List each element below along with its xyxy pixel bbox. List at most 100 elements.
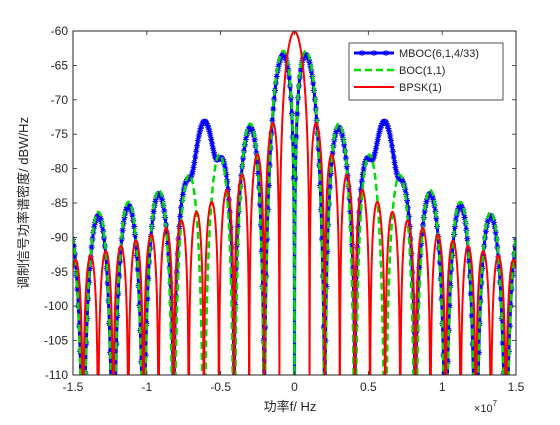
series-marker — [359, 171, 366, 178]
series-marker — [163, 230, 170, 237]
series-marker — [179, 191, 186, 198]
x-exponent-base: ×10 — [474, 403, 493, 415]
series-marker — [372, 149, 379, 156]
series-marker — [342, 155, 349, 162]
series-marker — [393, 168, 400, 175]
series-marker — [129, 212, 136, 219]
series-marker — [489, 214, 496, 221]
y-tick-label: -80 — [51, 162, 69, 176]
series-marker — [360, 166, 367, 173]
series-marker — [297, 67, 304, 74]
series-marker — [387, 132, 394, 139]
series-marker — [318, 236, 325, 243]
series-marker — [358, 178, 365, 185]
series-marker — [152, 198, 159, 205]
series-marker — [116, 272, 123, 279]
series-marker — [182, 180, 189, 187]
series-marker — [373, 145, 380, 152]
ticks-layer: -1.5 -1 -0.5 0 0.5 1 1.5 -110 -105 -100 -95 -90 -85 -… — [44, 24, 525, 394]
series-marker — [188, 171, 195, 178]
series-marker — [327, 170, 334, 177]
series-marker — [292, 175, 299, 182]
series-marker — [123, 206, 130, 213]
series-marker — [466, 258, 473, 265]
series-marker — [142, 352, 149, 359]
series-marker — [389, 148, 396, 155]
series-marker — [347, 208, 354, 215]
series-marker — [329, 150, 336, 157]
series-marker — [223, 171, 230, 178]
series-marker — [211, 152, 218, 159]
series-marker — [416, 264, 423, 271]
series-marker — [404, 197, 411, 204]
series-marker — [384, 122, 391, 129]
series-marker — [492, 229, 499, 236]
series-marker — [418, 240, 425, 247]
y-tick-label: -65 — [51, 58, 69, 72]
legend-marker — [359, 50, 365, 56]
series-marker — [205, 125, 212, 132]
series-marker — [306, 59, 313, 66]
series-marker — [192, 153, 199, 160]
series-marker — [209, 145, 216, 152]
series-marker — [375, 132, 382, 139]
x-tick-label: -0.5 — [210, 380, 231, 394]
series-marker — [256, 200, 263, 207]
series-marker — [286, 74, 293, 81]
series-marker — [484, 218, 491, 225]
series-marker — [161, 208, 168, 215]
series-marker — [433, 215, 440, 222]
series-marker — [405, 213, 412, 220]
series-marker — [86, 265, 93, 272]
series-marker — [310, 80, 317, 87]
series-marker — [324, 248, 331, 255]
series-marker — [97, 215, 104, 222]
series-marker — [221, 161, 228, 168]
series-marker — [371, 152, 378, 159]
series-marker — [390, 153, 397, 160]
series-marker — [194, 137, 201, 144]
series-marker — [164, 240, 171, 247]
series-marker — [339, 132, 346, 139]
legend: MBOC(6,1,4/33) BOC(1,1) BPSK(1) — [348, 42, 504, 101]
series-marker — [193, 148, 200, 155]
series-marker — [391, 159, 398, 166]
series-marker — [419, 230, 426, 237]
series-marker — [265, 182, 272, 189]
series-marker — [388, 142, 395, 149]
x-tick-label: 0.5 — [360, 380, 377, 394]
series-marker — [145, 275, 152, 282]
x-exponent-power: 7 — [493, 399, 498, 408]
y-tick-label: -90 — [51, 230, 69, 244]
series-marker — [373, 140, 380, 147]
series-marker — [189, 168, 196, 175]
series-marker — [388, 137, 395, 144]
series-marker — [423, 198, 430, 205]
series-marker — [208, 136, 215, 143]
series-marker — [343, 163, 350, 170]
series-marker — [207, 132, 214, 139]
series-marker — [399, 178, 406, 185]
series-marker — [165, 251, 172, 258]
series-marker — [458, 204, 465, 211]
series-marker — [323, 283, 330, 290]
series-marker — [446, 302, 453, 309]
series-marker — [455, 205, 462, 212]
series-marker — [240, 155, 247, 162]
series-marker — [195, 132, 202, 139]
series-marker — [386, 128, 393, 135]
series-marker — [269, 117, 276, 124]
series-marker — [224, 178, 231, 185]
series-marker — [374, 136, 381, 143]
series-marker — [333, 128, 340, 135]
series-marker — [506, 323, 513, 330]
series-marker — [273, 73, 280, 80]
series-marker — [73, 243, 77, 250]
series-marker — [177, 213, 184, 220]
y-tick-label: -110 — [45, 368, 68, 382]
y-tick-label: -85 — [51, 196, 69, 210]
series-marker — [119, 227, 126, 234]
y-tick-label: -95 — [51, 265, 69, 279]
